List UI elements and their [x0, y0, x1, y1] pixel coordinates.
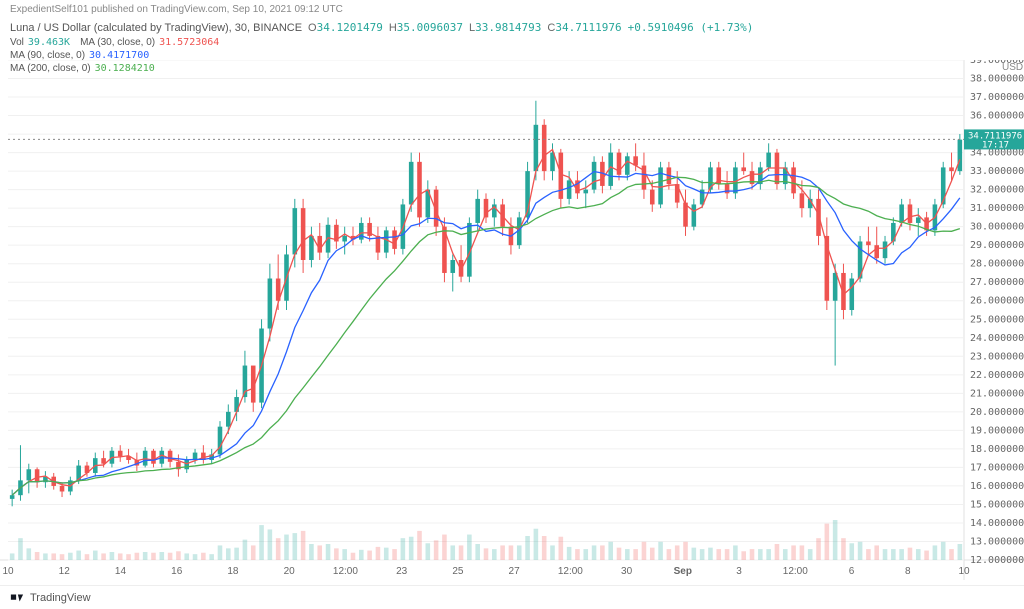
price-chart[interactable]: 12.0000000 13.0000000 14.0000000 15.0000000…	[0, 60, 1024, 580]
svg-text:27.0000000: 27.0000000	[970, 277, 1024, 288]
close-value: 34.7111976	[555, 21, 621, 34]
publisher-info: ExpedientSelf101 published on TradingVie…	[10, 4, 343, 15]
svg-text:17.0000000: 17.0000000	[970, 462, 1024, 473]
svg-text:23: 23	[396, 566, 408, 577]
svg-text:20: 20	[284, 566, 296, 577]
chart-header: ExpedientSelf101 published on TradingVie…	[0, 0, 1024, 17]
ma30-value: 31.5723064	[159, 37, 219, 48]
svg-text:27: 27	[509, 566, 521, 577]
svg-text:26.0000000: 26.0000000	[970, 296, 1024, 307]
svg-text:19.0000000: 19.0000000	[970, 425, 1024, 436]
svg-text:14: 14	[115, 566, 127, 577]
svg-text:8: 8	[905, 566, 911, 577]
svg-text:12: 12	[59, 566, 71, 577]
svg-text:12:00: 12:00	[333, 566, 358, 577]
open-value: 34.1201479	[317, 21, 383, 34]
vol-value: 39.463K	[28, 37, 70, 48]
svg-text:10: 10	[2, 566, 14, 577]
ohlc-display: O34.1201479 H35.0096037 L33.9814793 C34.…	[308, 21, 753, 34]
svg-text:18: 18	[227, 566, 239, 577]
svg-text:12:00: 12:00	[783, 566, 808, 577]
svg-text:14.0000000: 14.0000000	[970, 518, 1024, 529]
footer-bar: TradingView	[0, 585, 1024, 609]
svg-text:15.0000000: 15.0000000	[970, 499, 1024, 510]
svg-text:3: 3	[736, 566, 742, 577]
low-value: 33.9814793	[475, 21, 541, 34]
svg-text:38.0000000: 38.0000000	[970, 74, 1024, 85]
svg-text:30.0000000: 30.0000000	[970, 222, 1024, 233]
svg-text:25.0000000: 25.0000000	[970, 314, 1024, 325]
svg-text:30: 30	[621, 566, 633, 577]
svg-text:33.0000000: 33.0000000	[970, 166, 1024, 177]
svg-text:13.0000000: 13.0000000	[970, 536, 1024, 547]
svg-text:17:17: 17:17	[982, 140, 1009, 150]
svg-text:USD: USD	[1002, 62, 1023, 73]
symbol-title[interactable]: Luna / US Dollar (calculated by TradingV…	[10, 22, 302, 34]
svg-text:10: 10	[958, 566, 970, 577]
svg-text:31.0000000: 31.0000000	[970, 203, 1024, 214]
legend-row-1: Vol 39.463K MA (30, close, 0) 31.5723064	[0, 36, 1024, 49]
tradingview-icon	[10, 591, 24, 605]
svg-text:16.0000000: 16.0000000	[970, 481, 1024, 492]
svg-text:32.0000000: 32.0000000	[970, 185, 1024, 196]
svg-text:Sep: Sep	[674, 566, 692, 577]
svg-text:28.0000000: 28.0000000	[970, 259, 1024, 270]
svg-text:29.0000000: 29.0000000	[970, 240, 1024, 251]
vol-legend[interactable]: Vol 39.463K	[10, 37, 70, 48]
svg-text:12.0000000: 12.0000000	[970, 555, 1024, 566]
change-value: +0.5910496 (+1.73%)	[628, 21, 754, 34]
chart-title-row: Luna / US Dollar (calculated by TradingV…	[0, 17, 1024, 36]
svg-text:25: 25	[452, 566, 464, 577]
svg-text:18.0000000: 18.0000000	[970, 444, 1024, 455]
svg-text:23.0000000: 23.0000000	[970, 351, 1024, 362]
svg-text:20.0000000: 20.0000000	[970, 407, 1024, 418]
svg-text:22.0000000: 22.0000000	[970, 370, 1024, 381]
svg-text:16: 16	[171, 566, 183, 577]
svg-text:6: 6	[849, 566, 855, 577]
chart-area[interactable]: 12.0000000 13.0000000 14.0000000 15.0000000…	[0, 60, 1024, 580]
ma30-legend[interactable]: MA (30, close, 0) 31.5723064	[80, 37, 219, 48]
svg-text:12:00: 12:00	[558, 566, 583, 577]
svg-text:37.0000000: 37.0000000	[970, 92, 1024, 103]
svg-text:36.0000000: 36.0000000	[970, 111, 1024, 122]
high-value: 35.0096037	[397, 21, 463, 34]
footer-brand[interactable]: TradingView	[30, 592, 91, 604]
svg-text:21.0000000: 21.0000000	[970, 388, 1024, 399]
svg-text:24.0000000: 24.0000000	[970, 333, 1024, 344]
